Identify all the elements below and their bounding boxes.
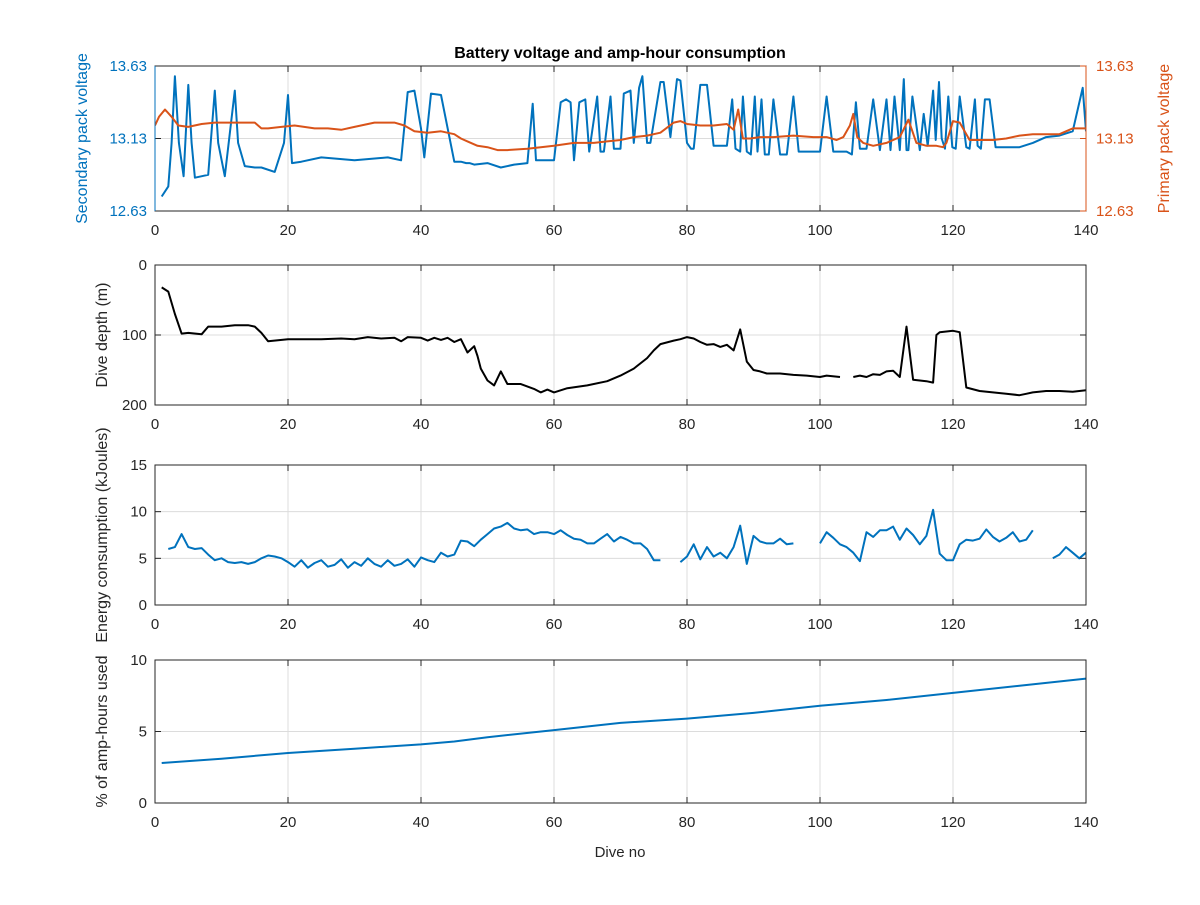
y-axis-label: Secondary pack voltage [74,53,91,224]
series-line-1-segment-3 [819,508,1034,563]
y-tick-label: 10 [130,652,147,669]
x-tick-label: 80 [679,814,696,831]
y-axis-label: % of amp-hours used [94,655,111,807]
y-right-tick-label: 13.13 [1096,131,1134,148]
chart-title: Battery voltage and amp-hour consumption [454,45,786,62]
x-tick-label: 20 [280,616,297,633]
x-tick-label: 100 [807,222,832,239]
y-right-axis-label: Primary pack voltage [1156,64,1173,213]
x-tick-label: 0 [151,814,159,831]
series-line-2-segment-1 [155,108,1086,152]
y-tick-label: 100 [122,327,147,344]
x-tick-label: 0 [151,416,159,433]
series-line-1-segment-1 [161,286,841,394]
x-tick-label: 60 [546,222,563,239]
x-tick-label: 0 [151,616,159,633]
y-right-tick-label: 13.63 [1096,58,1134,75]
y-tick-label: 10 [130,504,147,521]
series-line-1-segment-2 [853,325,1086,397]
y-tick-label: 0 [139,257,147,274]
x-tick-label: 140 [1073,222,1098,239]
x-tick-label: 40 [413,814,430,831]
x-tick-label: 100 [807,616,832,633]
series-line-1-segment-2 [679,524,794,565]
y-axis-label: Dive depth (m) [94,283,111,388]
y-tick-label: 13.63 [109,58,147,75]
series-group [161,677,1086,764]
y-tick-label: 12.63 [109,203,147,220]
series-group [161,286,1086,397]
x-tick-label: 140 [1073,416,1098,433]
axes-box [154,464,1087,606]
series-group [155,75,1086,198]
x-tick-label: 40 [413,416,430,433]
x-tick-label: 60 [546,814,563,831]
x-tick-label: 40 [413,222,430,239]
x-tick-label: 60 [546,416,563,433]
subplot-2: 0 20 40 60 80 100 120 140 0 100 200 Dive depth (m) [94,257,1099,433]
series-line-1-segment-1 [161,677,1086,764]
subplot-panels: 0 20 40 60 80 100 120 14012.6313.1313.6312.6313… [74,53,1173,831]
x-tick-label: 80 [679,416,696,433]
x-tick-label: 20 [280,416,297,433]
x-axis-label: Dive no [595,844,646,861]
x-tick-label: 120 [940,814,965,831]
x-tick-label: 100 [807,416,832,433]
x-tick-label: 100 [807,814,832,831]
subplot-4: 0 20 40 60 80 100 120 140 0 5 10 % of amp-hours use… [94,652,1099,831]
x-tick-label: 120 [940,222,965,239]
x-tick-label: 140 [1073,814,1098,831]
y-tick-label: 200 [122,397,147,414]
series-line-1-segment-4 [1052,546,1086,560]
y-tick-label: 5 [139,550,147,567]
series-line-1-segment-1 [160,75,1086,198]
y-axis-label: Energy consumption (kJoules) [94,427,111,642]
x-tick-label: 40 [413,616,430,633]
subplot-3: 0 20 40 60 80 100 120 140 0 5 10 15 Energy consumpti… [94,427,1099,642]
x-tick-label: 20 [280,222,297,239]
y-right-tick-label: 12.63 [1096,203,1134,220]
x-tick-label: 140 [1073,616,1098,633]
x-tick-label: 120 [940,416,965,433]
x-tick-label: 60 [546,616,563,633]
y-tick-label: 13.13 [109,131,147,148]
x-tick-label: 120 [940,616,965,633]
series-group [168,508,1086,569]
x-tick-label: 80 [679,222,696,239]
series-line-1-segment-1 [168,521,661,569]
x-tick-label: 0 [151,222,159,239]
x-tick-label: 80 [679,616,696,633]
subplot-1: 0 20 40 60 80 100 120 140 12.63 13.13 13.63 12.63 13… [74,53,1173,239]
y-tick-label: 5 [139,724,147,741]
y-tick-label: 15 [130,457,147,474]
x-tick-label: 20 [280,814,297,831]
y-tick-label: 0 [139,795,147,812]
y-tick-label: 0 [139,597,147,614]
